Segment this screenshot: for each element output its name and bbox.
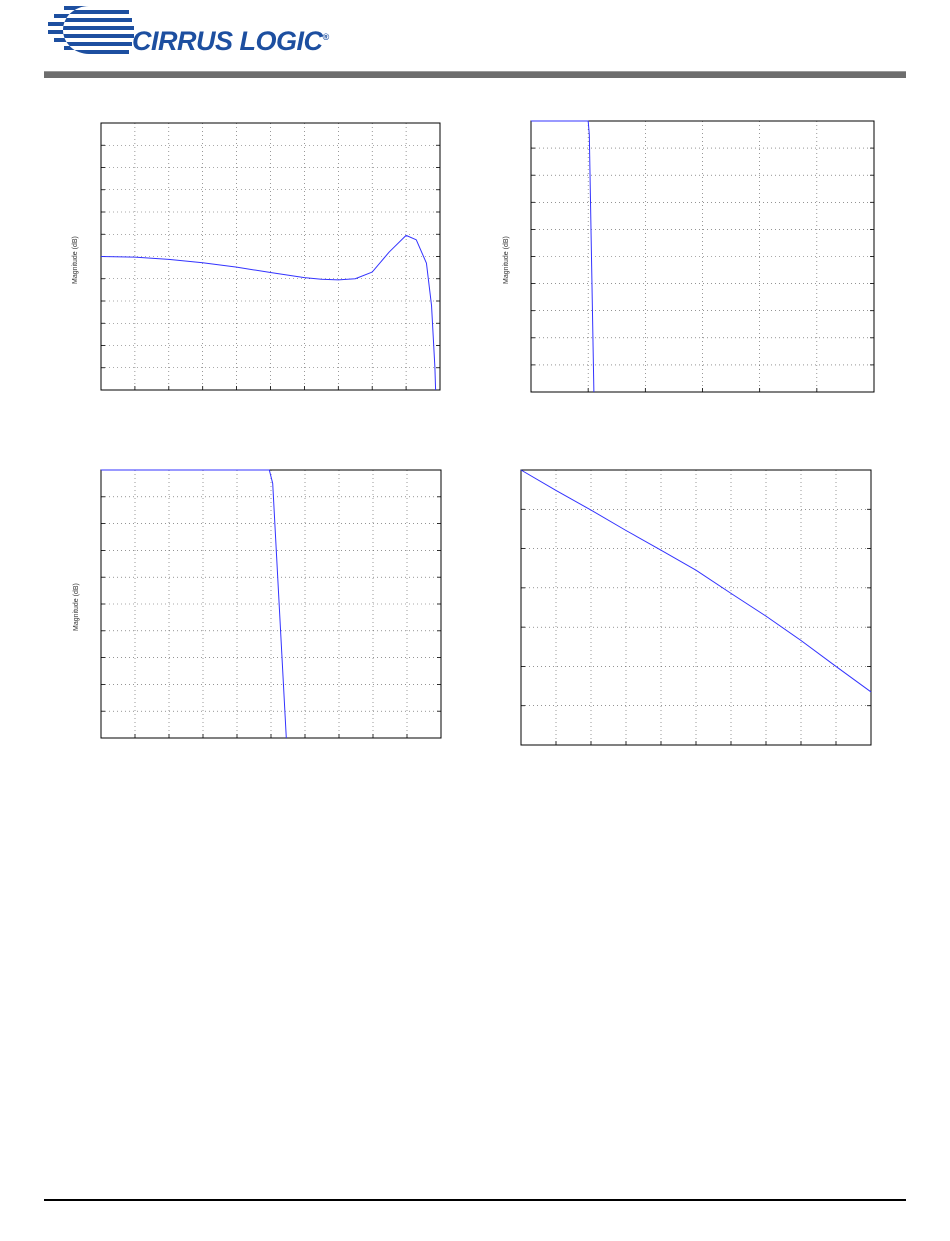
cirrus-logic-logo	[48, 6, 134, 54]
chart-4-frame	[520, 469, 872, 746]
chart-2-ylabel: Magnitude (dB)	[503, 236, 510, 284]
registered-mark: ®	[322, 32, 330, 42]
chart-2-curve	[531, 120, 595, 393]
chart-1-ylabel: Magnitude (dB)	[72, 236, 79, 284]
chart-3-curve	[101, 469, 287, 739]
chart-3-frame	[100, 469, 442, 739]
footer-line	[44, 1199, 906, 1201]
brand-name: CIRRUS LOGIC®	[132, 26, 329, 57]
header-bar	[44, 71, 906, 78]
chart-1-curve	[100, 234, 437, 391]
brand-text: CIRRUS LOGIC	[132, 26, 323, 56]
chart-3-ylabel: Magnitude (dB)	[73, 583, 80, 631]
chart-4-curve	[520, 469, 872, 693]
chart-2-frame	[530, 120, 875, 393]
